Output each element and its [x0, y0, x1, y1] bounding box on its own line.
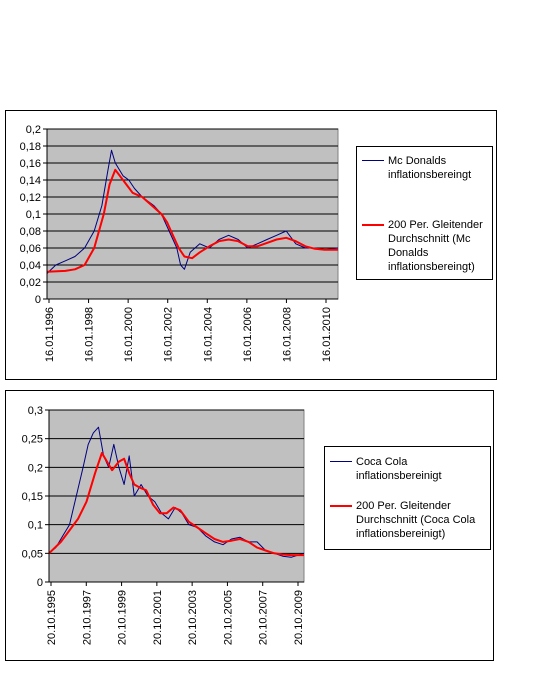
chart-cocacola-plot: 0 0,05 0,1 0,15 0,2 0,25 0,3 20.10.1995 20.10.19… [22, 405, 305, 645]
x-tick-label: 16.01.2010 [321, 307, 333, 362]
legend-label-moving-average: 200 Per. Gleitender Durchschnitt (Mc Don… [388, 219, 483, 273]
series-line-moving-average [48, 452, 304, 557]
y-tick-label: 0 [37, 577, 43, 589]
y-tick-label: 0,02 [20, 277, 41, 289]
x-tick-label: 16.01.2004 [202, 307, 214, 362]
x-tick-label: 20.10.2009 [293, 590, 305, 645]
series-line-moving-average [46, 168, 338, 273]
x-tick-label: 16.01.1998 [84, 307, 96, 362]
legend-mcdonalds: Mc Donalds inflationsbereingt 200 Per. G… [356, 146, 493, 280]
x-tick-label: 16.01.2006 [242, 307, 254, 362]
x-tick-label: 20.10.1995 [46, 590, 58, 645]
y-tick-label: 0,06 [20, 243, 41, 255]
x-tick-label: 16.01.2008 [281, 307, 293, 362]
x-tick-label: 20.10.2005 [222, 590, 234, 645]
y-tick-label: 0,1 [28, 520, 43, 532]
y-tick-label: 0,25 [22, 434, 43, 446]
y-tick-label: 0,3 [28, 405, 43, 417]
x-tick-label: 16.01.2002 [163, 307, 175, 362]
y-tick-label: 0,04 [20, 260, 41, 272]
chart-cocacola: 0 0,05 0,1 0,15 0,2 0,25 0,3 20.10.1995 20.10.19… [5, 390, 494, 661]
x-tick-label: 20.10.2001 [152, 590, 164, 645]
legend-swatch-stock [362, 160, 384, 161]
x-tick-label: 16.01.1996 [44, 307, 56, 362]
x-tick-label: 20.10.2007 [258, 590, 270, 645]
legend-swatch-stock [330, 461, 352, 462]
y-tick-label: 0,05 [22, 548, 43, 560]
chart-mcdonalds-plot: 0 0,02 0,04 0,06 0,08 0,1 0,12 0,14 0,16 0,18 0,2 1… [20, 124, 339, 362]
legend-cocacola: Coca Cola inflationsbereinigt 200 Per. G… [324, 446, 491, 550]
legend-swatch-moving-average [362, 224, 384, 226]
legend-label-stock: Mc Donalds inflationsbereingt [388, 155, 472, 181]
x-tick-label: 20.10.1997 [81, 590, 93, 645]
y-tick-label: 0,08 [20, 226, 41, 238]
legend-label-stock: Coca Cola inflationsbereinigt [356, 456, 442, 482]
legend-swatch-moving-average [330, 505, 352, 507]
y-tick-label: 0,16 [20, 158, 41, 170]
x-tick-label: 16.01.2000 [123, 307, 135, 362]
y-tick-label: 0,18 [20, 141, 41, 153]
y-tick-label: 0,15 [22, 491, 43, 503]
x-tick-label: 20.10.2003 [187, 590, 199, 645]
chart-mcdonalds: 0 0,02 0,04 0,06 0,08 0,1 0,12 0,14 0,16 0,18 0,2 1… [5, 110, 497, 380]
y-tick-label: 0,12 [20, 192, 41, 204]
y-tick-label: 0 [35, 294, 41, 306]
y-tick-label: 0,2 [26, 124, 41, 136]
legend-label-moving-average: 200 Per. Gleitender Durchschnitt (Coca C… [356, 500, 476, 540]
y-tick-label: 0,1 [26, 209, 41, 221]
series-line-stock [46, 149, 339, 274]
x-tick-label: 20.10.1999 [117, 590, 129, 645]
y-tick-label: 0,14 [20, 175, 41, 187]
y-tick-label: 0,2 [28, 462, 43, 474]
